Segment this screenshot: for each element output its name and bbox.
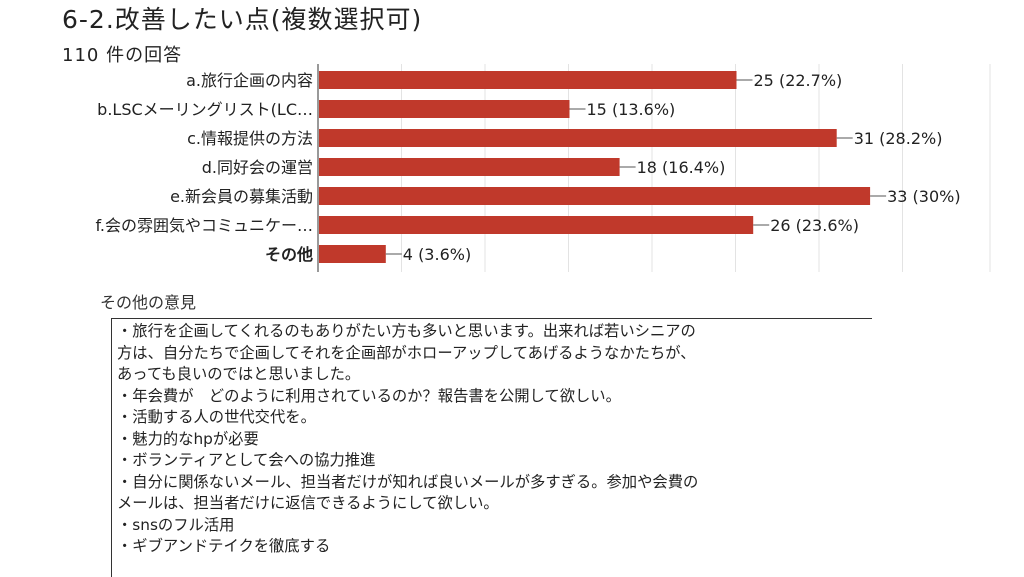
data-label: 31 (28.2%) [854,129,943,148]
bar [319,158,620,176]
note-line: ・魅力的なhpが必要 [117,429,259,448]
data-label: 33 (30%) [887,187,961,206]
notes-heading: その他の意見 [100,293,197,312]
data-label: 4 (3.6%) [403,245,471,264]
bar [319,71,737,89]
bar-chart: a.旅行企画の内容 25 (22.7%) b.LSCメーリングリスト(LC… 15 (… [95,64,991,272]
data-label: 25 (22.7%) [754,71,843,90]
category-label: c.情報提供の方法 [187,129,313,148]
note-line: ・自分に関係ないメール、担当者だけが知れば良いメールが多すぎる。参加や会費の [117,472,699,491]
response-count: 110 件の回答 [62,45,183,66]
notes-list: ・旅行を企画してくれるのもありがたい方も多いと思います。出来れば若いシニアの 方は… [117,321,877,558]
note-line: ・旅行を企画してくれるのもありがたい方も多いと思います。出来れば若いシニアの [117,322,696,340]
note-line: ・ボランティアとして会への協力推進 [117,451,376,469]
note-line: 方は、自分たちで企画してそれを企画部がホローアップしてあげるようなかたちが、 [117,343,696,362]
category-label: e.新会員の募集活動 [170,187,313,206]
note-line: ・活動する人の世代交代を。 [117,408,316,426]
data-label: 18 (16.4%) [637,158,726,177]
bar [319,129,837,147]
category-label: a.旅行企画の内容 [186,71,313,90]
bar [319,187,871,205]
page-title: 6-2.改善したい点(複数選択可) [62,5,423,34]
note-line: メールは、担当者だけに返信できるようにして欲しい。 [117,494,499,512]
data-label: 26 (23.6%) [770,216,859,235]
category-label: その他 [265,245,313,264]
bar [319,100,570,118]
category-label: d.同好会の運営 [202,158,313,177]
category-label: f.会の雰囲気やコミュニケー… [95,216,313,235]
note-line: ・ギブアンドテイクを徹底する [117,537,331,555]
data-label: 15 (13.6%) [587,100,676,119]
note-line: あっても良いのではと思いました。 [117,365,361,383]
category-label: b.LSCメーリングリスト(LC… [97,100,313,119]
note-line: ・snsのフル活用 [117,515,235,534]
note-line: ・年会費が どのように利用されているのか？報告書を公開して欲しい。 [117,386,621,405]
bar [319,216,754,234]
bar [319,245,386,263]
notes-bracket [111,318,872,577]
